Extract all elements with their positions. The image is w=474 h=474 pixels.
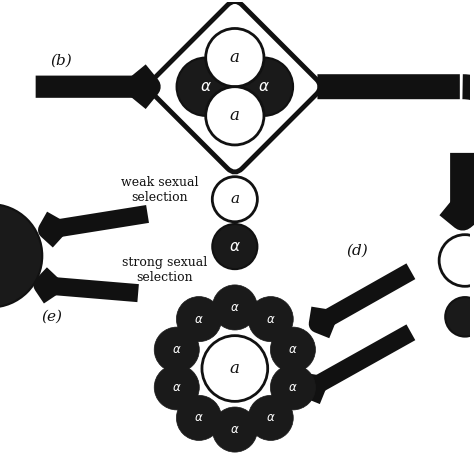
Text: $\alpha$: $\alpha$ <box>172 381 182 394</box>
Circle shape <box>439 235 474 286</box>
Text: $\alpha$: $\alpha$ <box>288 343 298 356</box>
Circle shape <box>176 395 221 440</box>
Text: (d): (d) <box>346 244 368 258</box>
Text: $\alpha$: $\alpha$ <box>229 239 241 254</box>
Circle shape <box>202 336 268 401</box>
Text: strong sexual
selection: strong sexual selection <box>122 256 207 284</box>
Text: $\alpha$: $\alpha$ <box>230 301 240 314</box>
Circle shape <box>212 407 257 452</box>
Text: $\alpha$: $\alpha$ <box>194 411 204 424</box>
Text: $\alpha$: $\alpha$ <box>172 343 182 356</box>
Text: a: a <box>230 360 240 377</box>
Text: $\alpha$: $\alpha$ <box>266 313 275 326</box>
Text: a: a <box>230 107 240 124</box>
Circle shape <box>235 57 293 116</box>
Circle shape <box>212 177 257 222</box>
Circle shape <box>270 327 315 372</box>
Text: $\alpha$: $\alpha$ <box>258 80 270 94</box>
Text: a: a <box>230 49 240 66</box>
Circle shape <box>248 297 293 342</box>
Circle shape <box>212 224 257 269</box>
Text: $\alpha$: $\alpha$ <box>230 423 240 436</box>
Text: a: a <box>230 192 239 206</box>
Text: $\alpha$: $\alpha$ <box>200 80 211 94</box>
Circle shape <box>206 28 264 87</box>
Circle shape <box>248 395 293 440</box>
Circle shape <box>445 297 474 337</box>
Circle shape <box>0 204 42 308</box>
Text: $\alpha$: $\alpha$ <box>266 411 275 424</box>
Circle shape <box>176 297 221 342</box>
Circle shape <box>177 57 235 116</box>
Text: $\alpha$: $\alpha$ <box>288 381 298 394</box>
Circle shape <box>206 87 264 145</box>
Text: weak sexual
selection: weak sexual selection <box>121 176 199 204</box>
Text: $\alpha$: $\alpha$ <box>194 313 204 326</box>
Circle shape <box>154 327 199 372</box>
Circle shape <box>212 285 257 330</box>
Text: (e): (e) <box>41 310 62 324</box>
Text: (b): (b) <box>50 54 72 68</box>
Circle shape <box>270 365 315 410</box>
Circle shape <box>154 365 199 410</box>
